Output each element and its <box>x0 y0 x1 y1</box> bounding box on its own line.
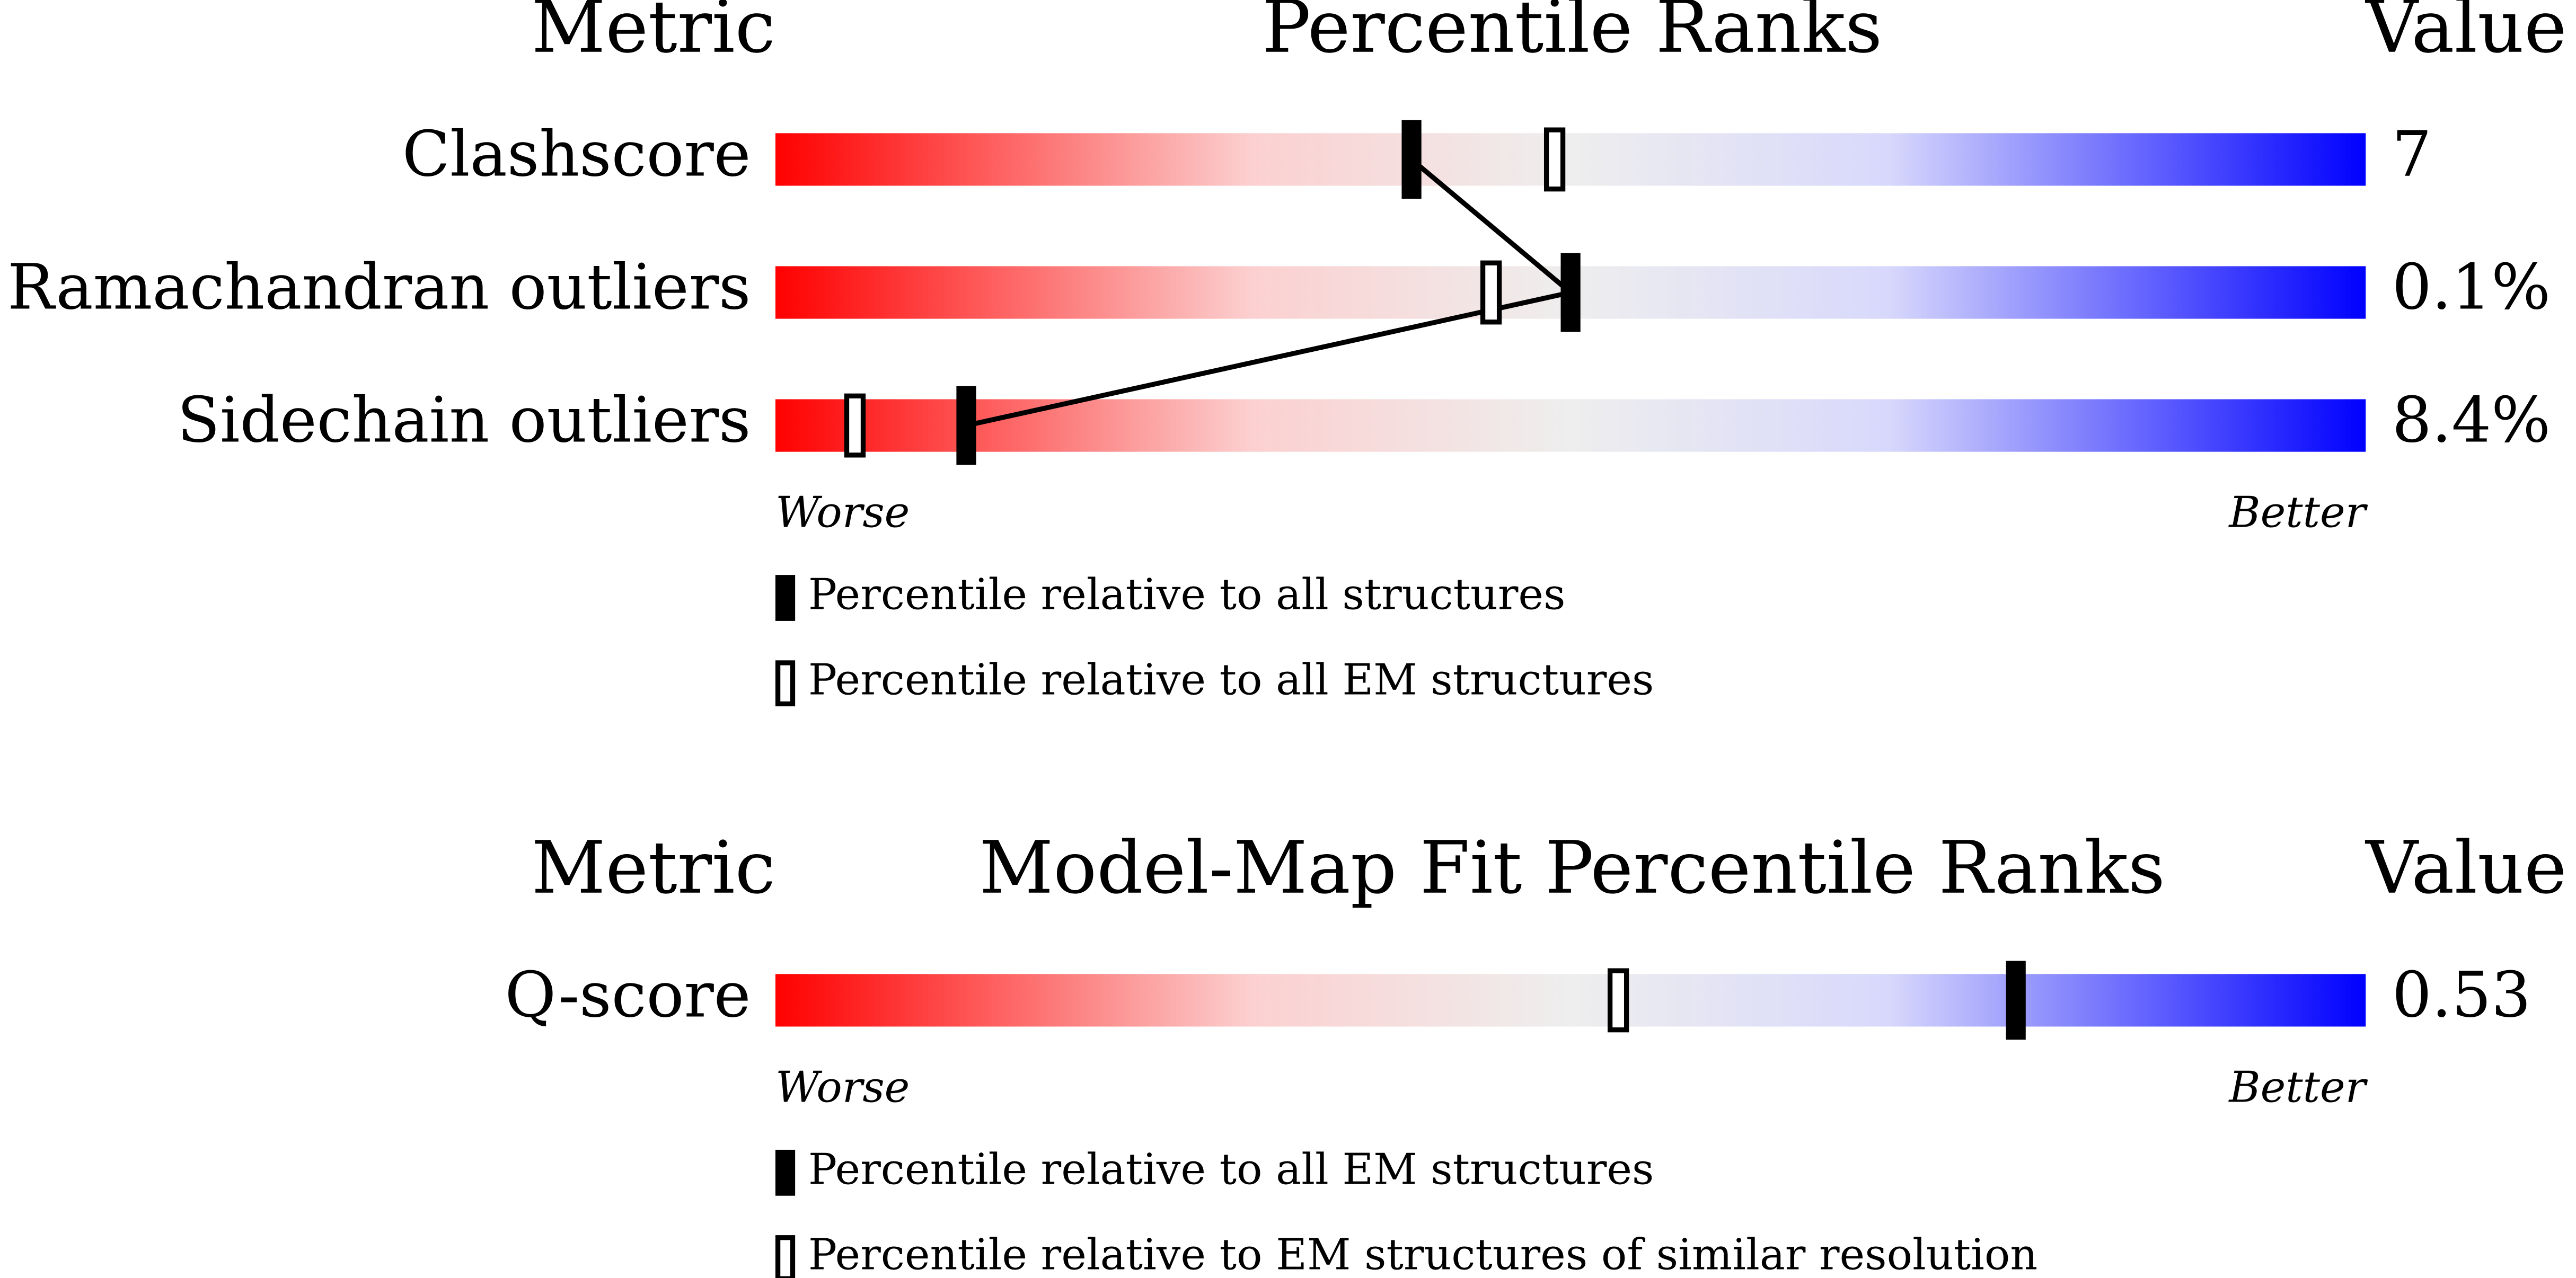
metric-label: Ramachandran outliers <box>7 251 751 324</box>
filled-marker <box>1401 120 1422 199</box>
legend-open-swatch <box>775 1235 796 1278</box>
percentile-bar <box>775 399 2366 452</box>
open-marker <box>1543 127 1566 192</box>
percentile-bar <box>775 133 2366 186</box>
legend-open-swatch <box>775 660 796 707</box>
legend-filled-swatch <box>775 1149 796 1196</box>
filled-marker <box>2006 961 2026 1040</box>
metric-label: Sidechain outliers <box>177 384 751 457</box>
header-metric: Metric <box>532 826 775 910</box>
open-marker <box>844 393 866 458</box>
header-value: Value <box>2365 0 2566 69</box>
metric-value: 7 <box>2392 118 2432 191</box>
metric-value: 8.4% <box>2392 384 2551 457</box>
worse-label: Worse <box>775 1062 910 1112</box>
metric-value: 0.1% <box>2392 251 2551 324</box>
open-marker <box>1607 968 1629 1033</box>
legend-filled-swatch <box>775 575 796 621</box>
open-marker <box>1480 260 1502 325</box>
legend-open-text: Percentile relative to EM structures of … <box>808 1230 2037 1278</box>
metric-value: 0.53 <box>2392 958 2531 1031</box>
header-title: Percentile Ranks <box>1262 0 1882 69</box>
percentile-bar <box>775 974 2366 1027</box>
better-label: Better <box>2228 488 2368 538</box>
legend-open-text: Percentile relative to all EM structures <box>808 655 1654 705</box>
legend-filled-text: Percentile relative to all EM structures <box>808 1144 1654 1194</box>
worse-label: Worse <box>775 488 910 538</box>
header-value: Value <box>2365 826 2566 910</box>
filled-marker <box>956 386 976 465</box>
metric-label: Q-score <box>505 958 751 1031</box>
better-label: Better <box>2228 1062 2368 1112</box>
legend-filled-text: Percentile relative to all structures <box>808 570 1566 620</box>
header-title: Model-Map Fit Percentile Ranks <box>980 826 2165 910</box>
metric-label: Clashscore <box>402 118 751 191</box>
header-metric: Metric <box>532 0 775 69</box>
filled-marker <box>1560 253 1581 332</box>
